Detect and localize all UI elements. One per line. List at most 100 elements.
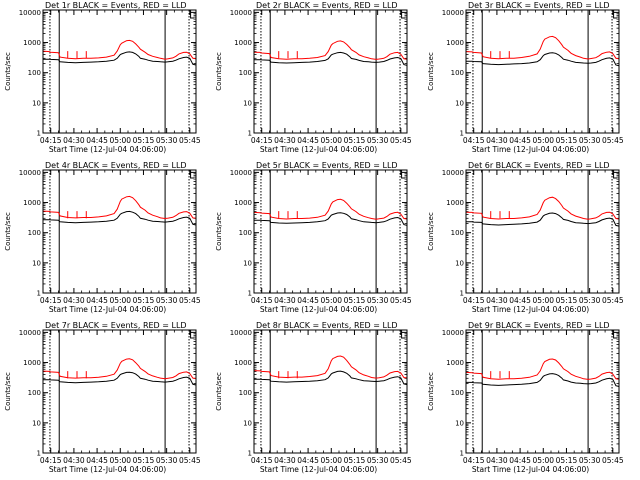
x-tick-label: 05:00 — [109, 136, 131, 145]
x-tick-label: 05:30 — [367, 456, 389, 465]
y-tick-label: 100 — [451, 229, 464, 237]
x-tick-label: 05:15 — [556, 296, 578, 305]
x-tick-label: 05:30 — [579, 296, 601, 305]
state-step-mark — [614, 330, 617, 338]
lld-series-line — [43, 40, 196, 59]
x-tick-label: 04:30 — [274, 456, 296, 465]
state-step-mark — [191, 10, 194, 18]
state-step-mark — [402, 170, 405, 178]
y-tick-label: 10 — [455, 259, 464, 267]
x-tick-label: 05:15 — [344, 456, 366, 465]
chart-panel: Det 2r BLACK = Events, RED = LLDCounts/s… — [215, 1, 412, 154]
lld-series-line — [466, 359, 619, 379]
x-tick-label: 04:30 — [274, 296, 296, 305]
x-tick-label: 04:45 — [509, 296, 531, 305]
y-tick-label: 100 — [28, 229, 41, 237]
x-tick-label: 05:00 — [320, 456, 342, 465]
y-tick-label: 1000 — [446, 39, 464, 47]
plot-frame — [43, 330, 196, 453]
x-tick-label: 05:30 — [579, 456, 601, 465]
x-tick-label: 05:30 — [156, 296, 178, 305]
y-axis-label: Counts/sec — [4, 372, 12, 411]
events-series-line — [466, 53, 619, 66]
x-tick-label: 05:30 — [367, 136, 389, 145]
x-tick-label: 05:00 — [532, 296, 554, 305]
x-tick-label: 05:15 — [556, 136, 578, 145]
y-tick-label: 10000 — [19, 329, 41, 337]
x-tick-label: 04:45 — [509, 136, 531, 145]
x-tick-label: 05:30 — [156, 136, 178, 145]
x-axis-label: Start Time (12-Jul-04 04:06:00) — [472, 465, 589, 474]
x-tick-label: 04:45 — [297, 456, 319, 465]
panel-title: Det 2r BLACK = Events, RED = LLD — [256, 1, 398, 10]
y-tick-label: 10 — [32, 259, 41, 267]
x-tick-label: 04:30 — [63, 456, 85, 465]
x-tick-label: 04:15 — [40, 296, 62, 305]
state-step-mark — [614, 170, 617, 178]
plot-frame — [466, 10, 619, 133]
x-tick-label: 05:30 — [156, 456, 178, 465]
x-axis-label: Start Time (12-Jul-04 04:06:00) — [49, 145, 166, 154]
x-tick-label: 04:30 — [63, 296, 85, 305]
x-tick-label: 04:15 — [251, 136, 273, 145]
y-axis-label: Counts/sec — [427, 212, 435, 251]
x-tick-label: 04:45 — [86, 296, 108, 305]
y-tick-label: 10000 — [230, 169, 252, 177]
x-tick-label: 05:00 — [532, 136, 554, 145]
plot-frame — [466, 330, 619, 453]
y-tick-label: 10 — [32, 99, 41, 107]
y-tick-label: 10000 — [19, 169, 41, 177]
x-tick-label: 05:45 — [179, 296, 201, 305]
x-tick-label: 05:45 — [179, 456, 201, 465]
x-axis-label: Start Time (12-Jul-04 04:06:00) — [472, 145, 589, 154]
x-axis-label: Start Time (12-Jul-04 04:06:00) — [260, 305, 377, 314]
y-tick-label: 10000 — [230, 329, 252, 337]
x-tick-label: 05:45 — [390, 296, 412, 305]
x-tick-label: 04:15 — [40, 136, 62, 145]
panel-title: Det 5r BLACK = Events, RED = LLD — [256, 161, 398, 170]
state-step-mark — [191, 170, 194, 178]
plot-frame — [254, 170, 407, 293]
y-axis-label: Counts/sec — [4, 52, 12, 91]
chart-panel: Det 6r BLACK = Events, RED = LLD Counts/s… — [427, 161, 624, 314]
x-tick-label: 05:45 — [179, 136, 201, 145]
y-tick-label: 10 — [32, 419, 41, 427]
panel-title: Det 6r BLACK = Events, RED = LLD — [468, 161, 610, 170]
x-tick-label: 05:45 — [602, 296, 624, 305]
panel-title: Det 9r BLACK = Events, RED = LLD — [468, 321, 610, 330]
x-tick-label: 04:45 — [86, 456, 108, 465]
state-step-mark — [191, 330, 194, 338]
x-tick-label: 05:15 — [133, 136, 155, 145]
y-axis-label: Counts/sec — [215, 212, 223, 251]
x-axis-label: Start Time (12-Jul-04 04:06:00) — [260, 145, 377, 154]
panel-title: Det 7r BLACK = Events, RED = LLD — [45, 321, 187, 330]
y-tick-label: 10 — [243, 259, 252, 267]
y-tick-label: 100 — [451, 389, 464, 397]
y-tick-label: 10000 — [442, 169, 464, 177]
y-tick-label: 10 — [455, 99, 464, 107]
x-tick-label: 05:45 — [390, 136, 412, 145]
x-tick-label: 05:30 — [579, 136, 601, 145]
x-tick-label: 04:15 — [251, 296, 273, 305]
y-tick-label: 100 — [451, 69, 464, 77]
y-tick-label: 10 — [243, 419, 252, 427]
y-tick-label: 100 — [28, 69, 41, 77]
x-tick-label: 05:00 — [320, 136, 342, 145]
x-axis-label: Start Time (12-Jul-04 04:06:00) — [260, 465, 377, 474]
y-tick-label: 1000 — [234, 199, 252, 207]
y-tick-label: 10 — [455, 419, 464, 427]
y-tick-label: 10000 — [19, 9, 41, 17]
events-series-line — [254, 213, 407, 226]
panel-title: Det 1r BLACK = Events, RED = LLD — [45, 1, 187, 10]
y-tick-label: 1000 — [234, 39, 252, 47]
x-tick-label: 04:15 — [40, 456, 62, 465]
x-tick-label: 04:45 — [297, 296, 319, 305]
x-tick-label: 05:45 — [602, 136, 624, 145]
chart-panel: Det 9r BLACK = Events, RED = LLD Counts/s… — [427, 321, 624, 474]
y-tick-label: 100 — [239, 389, 252, 397]
chart-panel: Det 8r BLACK = Events, RED = LLD Counts/s… — [215, 321, 412, 474]
x-tick-label: 04:45 — [297, 136, 319, 145]
events-series-line — [254, 371, 407, 385]
chart-panel: Det 3r BLACK = Events, RED = LLD Counts/s… — [427, 1, 624, 154]
chart-panel: Det 1r BLACK = Events, RED = LLD Counts/s… — [4, 1, 201, 154]
